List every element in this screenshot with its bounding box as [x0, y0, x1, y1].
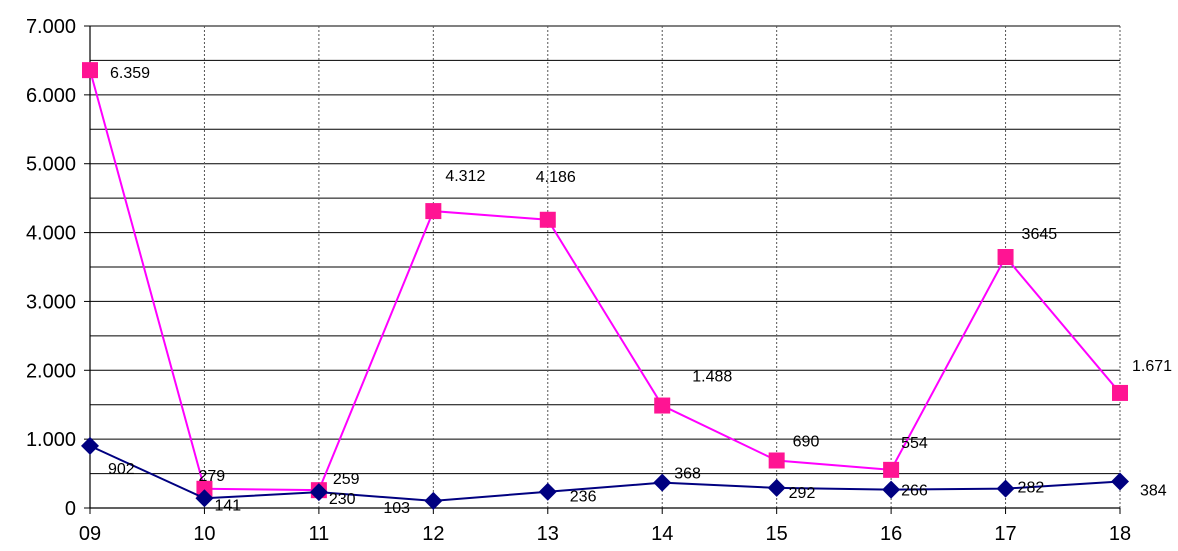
- x-tick-label: 18: [1109, 523, 1131, 545]
- data-label: 230: [329, 491, 356, 508]
- data-point: [82, 62, 98, 79]
- data-label: 3645: [1022, 226, 1058, 243]
- data-point: [654, 397, 671, 414]
- data-point: [81, 436, 99, 455]
- data-point: [653, 473, 672, 492]
- data-point: [997, 249, 1014, 266]
- data-point: [882, 480, 901, 499]
- x-tick-label: 09: [79, 523, 101, 545]
- data-point: [309, 483, 328, 502]
- data-label: 384: [1140, 483, 1167, 500]
- y-tick-label: 4.000: [26, 223, 76, 245]
- data-point: [883, 461, 900, 478]
- data-point: [196, 480, 213, 497]
- data-point: [424, 491, 443, 510]
- y-tick-label: 1.000: [26, 429, 76, 451]
- data-label: 236: [570, 489, 597, 506]
- y-tick-label: 0: [65, 498, 76, 520]
- data-label: 141: [214, 497, 241, 514]
- series-line: [89, 69, 1121, 492]
- data-point: [1112, 384, 1128, 401]
- data-label: 6.359: [110, 65, 150, 82]
- data-label: 259: [333, 471, 360, 488]
- x-tick-label: 13: [537, 523, 559, 545]
- data-label: 4.186: [536, 169, 576, 186]
- data-label: 279: [198, 468, 225, 485]
- data-label: 282: [1018, 480, 1045, 497]
- data-label: 292: [789, 485, 816, 502]
- x-tick-label: 17: [994, 523, 1016, 545]
- data-point: [767, 478, 786, 497]
- data-point: [425, 203, 442, 220]
- y-tick-label: 6.000: [26, 85, 76, 107]
- x-tick-label: 12: [422, 523, 444, 545]
- data-label: 103: [383, 500, 410, 517]
- x-tick-label: 15: [766, 523, 788, 545]
- y-tick-label: 5.000: [26, 154, 76, 176]
- data-point: [539, 211, 556, 228]
- data-label: 1.488: [692, 369, 732, 386]
- series-2: 902 141 230 103 236 368 292 266 282 384: [81, 436, 1167, 517]
- data-label: 368: [674, 466, 701, 483]
- y-tick-label: 2.000: [26, 360, 76, 382]
- x-tick-label: 14: [651, 523, 673, 545]
- data-label: 266: [901, 483, 928, 500]
- data-label: 902: [108, 461, 135, 478]
- data-label: 4.312: [445, 168, 485, 185]
- y-tick-label: 7.000: [26, 16, 76, 38]
- x-tick-label: 16: [880, 523, 902, 545]
- data-point: [195, 489, 214, 508]
- x-tick-label: 11: [309, 523, 330, 545]
- series-1: 6.359 279 259 4.312 4.186 1.488 690 554 3645 1.67…: [82, 62, 1172, 499]
- y-tick-label: 3.000: [26, 291, 76, 313]
- x-tick-label: 10: [193, 523, 215, 545]
- series-line: [89, 444, 1121, 502]
- data-point: [768, 452, 785, 469]
- data-label: 554: [901, 435, 928, 452]
- data-label: 1.671: [1132, 358, 1172, 375]
- data-point: [1111, 472, 1129, 491]
- data-point: [996, 479, 1015, 498]
- data-point: [538, 482, 557, 501]
- data-label: 690: [793, 433, 820, 450]
